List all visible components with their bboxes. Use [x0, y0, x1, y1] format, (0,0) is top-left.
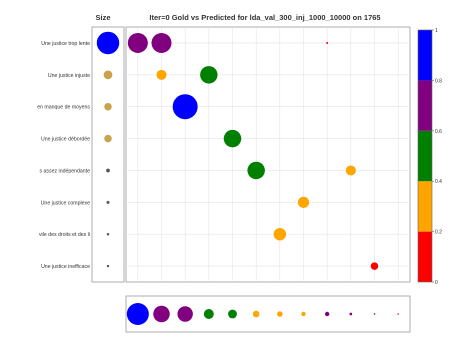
- column-size-marker: [277, 311, 283, 317]
- column-size-marker: [324, 311, 330, 317]
- colorbar-tick-label: 0.4: [435, 179, 442, 185]
- row-size-marker: [96, 31, 120, 55]
- data-point: [345, 165, 356, 176]
- row-size-marker: [103, 70, 113, 80]
- row-size-marker: [106, 200, 110, 204]
- main-panel-frame: [125, 26, 411, 283]
- column-size-marker: [153, 305, 170, 323]
- column-size-marker: [228, 309, 237, 319]
- row-label: Une justice inefficace: [41, 264, 90, 270]
- row-label: s assez indépendante: [40, 168, 91, 174]
- data-point: [156, 69, 167, 80]
- colorbar-band: [418, 181, 432, 232]
- data-point: [127, 32, 148, 53]
- column-size-marker: [126, 303, 149, 325]
- colorbar-tick-label: 0.6: [435, 129, 442, 135]
- row-label: en manque de moyens: [37, 105, 90, 111]
- data-point: [370, 262, 379, 270]
- colorbar-band: [418, 30, 432, 81]
- row-label: Une justice débordée: [41, 137, 90, 143]
- column-size-marker: [177, 306, 193, 322]
- colorbar-tick-label: 0.8: [435, 78, 442, 84]
- data-point: [151, 32, 172, 53]
- data-point: [326, 41, 329, 44]
- chart-title: Iter=0 Gold vs Predicted for lda_val_300…: [149, 13, 380, 22]
- row-size-marker: [104, 102, 112, 111]
- row-size-marker: [106, 264, 110, 268]
- row-size-marker: [106, 168, 110, 173]
- column-size-marker: [252, 310, 260, 318]
- data-point: [172, 94, 198, 120]
- data-point: [223, 129, 242, 148]
- colorbar-frame: [417, 29, 433, 283]
- column-size-marker: [373, 313, 376, 315]
- data-point: [200, 66, 218, 84]
- row-size-marker: [106, 232, 110, 236]
- row-size-marker: [104, 134, 112, 143]
- row-label: Une justice trop lente: [41, 41, 90, 47]
- column-size-marker: [203, 309, 214, 319]
- colorbar-band: [418, 231, 432, 282]
- colorbar-tick-label: 1: [435, 28, 438, 34]
- size-panel-frame: [91, 26, 125, 283]
- size-header: Size: [95, 13, 110, 22]
- row-label: vile des droits et des li: [39, 232, 90, 238]
- data-point: [297, 196, 310, 208]
- colorbar-band: [418, 130, 432, 182]
- colorbar-tick-label: 0.2: [435, 230, 442, 236]
- row-label: Une justice complexe: [41, 200, 90, 206]
- column-size-marker: [301, 311, 306, 317]
- colorbar-band: [418, 80, 432, 131]
- column-size-marker: [349, 312, 353, 316]
- data-point: [273, 227, 287, 241]
- column-size-marker: [397, 313, 399, 315]
- bottom-panel-frame: [125, 295, 411, 333]
- colorbar-tick-label: 0: [435, 280, 438, 286]
- row-label: Une justice injuste: [48, 73, 90, 79]
- data-point: [247, 161, 265, 180]
